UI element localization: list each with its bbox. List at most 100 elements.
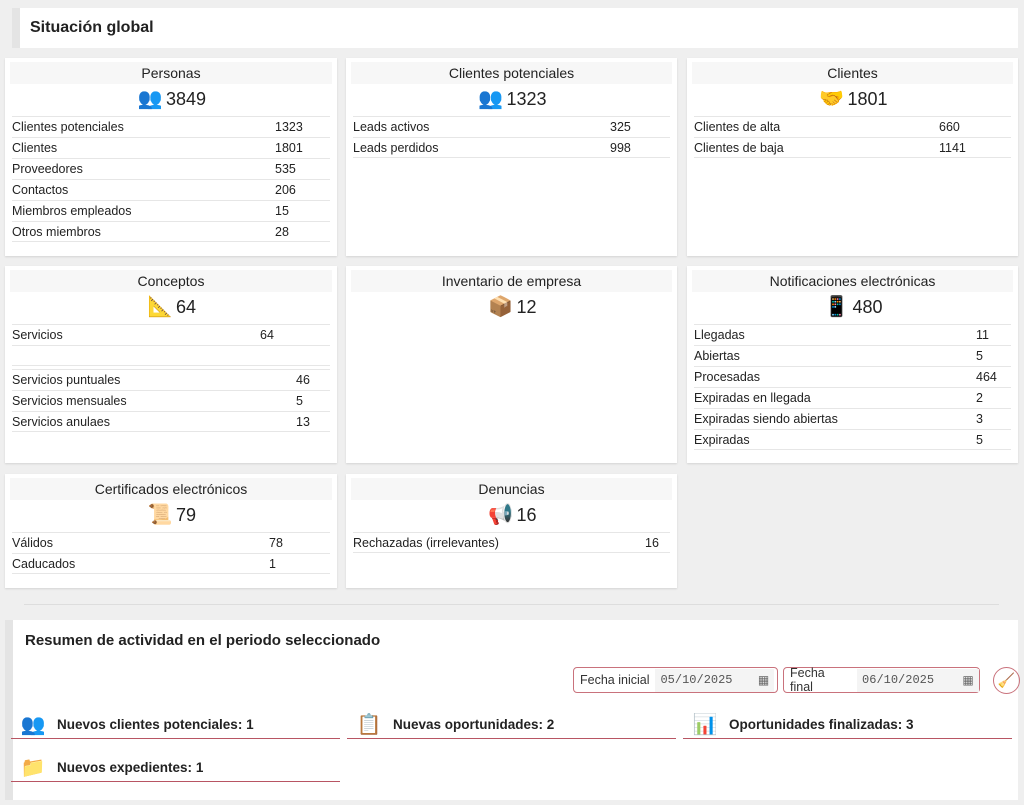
card-inventario: Inventario de empresa 📦 12 <box>346 266 677 463</box>
activity-label: Oportunidades finalizadas: <box>729 717 903 732</box>
table-row: Miembros empleados 15 <box>12 200 330 221</box>
handshake-icon: 🤝 <box>819 88 844 110</box>
activity-panel: Resumen de actividad en el periodo selec… <box>5 620 1020 800</box>
activity-item: 👥 Nuevos clientes potenciales: 1 <box>11 711 340 739</box>
card-count: 3849 <box>165 88 207 109</box>
card-title: Inventario de empresa <box>351 270 672 292</box>
activity-item: 📋 Nuevas oportunidades: 2 <box>347 711 676 739</box>
row-label: Procesadas <box>694 370 761 384</box>
page-title: Situación global <box>30 19 154 36</box>
phone-notification-icon: 📱 <box>824 296 849 318</box>
row-value: 11 <box>976 328 989 342</box>
card-count: 79 <box>175 504 197 525</box>
row-label: Miembros empleados <box>12 204 132 218</box>
row-label: Expiradas siendo abiertas <box>694 412 838 426</box>
table-row <box>12 345 330 366</box>
activity-value: 1 <box>195 760 204 775</box>
card-title: Notificaciones electrónicas <box>692 270 1013 292</box>
end-date-field[interactable]: Fecha final ▦ <box>783 666 980 694</box>
row-label: Expiradas <box>694 433 750 447</box>
calendar-icon[interactable]: ▦ <box>957 668 979 692</box>
row-label: Caducados <box>12 557 76 571</box>
row-label: Clientes de baja <box>694 141 784 155</box>
card-denuncias: Denuncias 📢 16 Rechazadas (irrelevantes) 16 <box>346 474 677 588</box>
row-value: 1323 <box>275 120 303 134</box>
row-label: Clientes <box>12 141 58 155</box>
card-count: 1323 <box>506 88 547 109</box>
card-count: 16 <box>516 504 537 525</box>
bar-chart-icon: 📊 <box>692 713 718 736</box>
row-label: Servicios mensuales <box>12 394 127 408</box>
card-title: Certificados electrónicos <box>10 478 332 500</box>
table-row: Clientes 1801 <box>12 137 330 158</box>
table-row: Servicios 64 <box>12 324 330 345</box>
broom-icon: 🧹 <box>997 672 1016 688</box>
table-row: Proveedores 535 <box>12 158 330 179</box>
table-row: Abiertas 5 <box>694 345 1011 366</box>
table-row: Servicios anulaes 13 <box>12 411 330 432</box>
row-label: Abiertas <box>694 349 740 363</box>
table-row: Caducados 1 <box>12 553 330 574</box>
card-certificados: Certificados electrónicos 📜 79 Válidos 78 Ca… <box>5 474 337 588</box>
box-icon: 📦 <box>488 296 513 318</box>
card-count: 1801 <box>847 88 888 109</box>
card-title: Personas <box>10 62 332 84</box>
activity-title: Resumen de actividad en el periodo selec… <box>25 632 381 649</box>
card-clientes: Clientes 🤝 1801 Clientes de alta 660 Cliente… <box>687 58 1018 256</box>
card-title: Clientes potenciales <box>351 62 672 84</box>
row-value: 1 <box>269 557 276 571</box>
table-row: Clientes potenciales 1323 <box>12 116 330 137</box>
row-label: Válidos <box>12 536 53 550</box>
card-count: 12 <box>516 296 537 317</box>
row-value: 5 <box>296 394 303 408</box>
table-row: Procesadas 464 <box>694 366 1011 387</box>
whistle-icon: 📢 <box>488 504 513 526</box>
row-value: 3 <box>976 412 983 426</box>
start-date-field[interactable]: Fecha inicial ▦ <box>573 667 778 693</box>
people-icon: 👥 <box>20 713 46 736</box>
row-label: Rechazadas (irrelevantes) <box>353 536 499 550</box>
certificate-icon: 📜 <box>147 504 173 526</box>
row-label: Llegadas <box>694 328 745 342</box>
activity-item: 📁 Nuevos expedientes: 1 <box>11 754 340 782</box>
row-value: 46 <box>296 373 310 387</box>
row-label: Otros miembros <box>12 225 101 239</box>
calendar-icon[interactable]: ▦ <box>752 668 775 692</box>
table-row: Clientes de alta 660 <box>694 116 1011 137</box>
row-value: 2 <box>976 391 983 405</box>
row-value: 998 <box>610 141 631 155</box>
row-value: 5 <box>976 349 983 363</box>
row-value: 13 <box>296 415 310 429</box>
row-value: 78 <box>269 536 283 550</box>
row-label: Proveedores <box>12 162 83 176</box>
table-row: Expiradas 5 <box>694 429 1011 450</box>
table-row: Expiradas en llegada 2 <box>694 387 1011 408</box>
table-row: Servicios mensuales 5 <box>12 390 330 411</box>
row-value: 1141 <box>939 141 966 155</box>
activity-item: 📊 Oportunidades finalizadas: 3 <box>683 711 1012 739</box>
row-value: 28 <box>275 225 289 239</box>
row-value: 464 <box>976 370 997 384</box>
card-conceptos: Conceptos 📐 64 Servicios 64 Servicios puntua… <box>5 266 337 463</box>
row-value: 5 <box>976 433 983 447</box>
people-icon: 👥 <box>478 88 503 110</box>
table-row: Leads perdidos 998 <box>353 137 670 158</box>
row-label: Clientes potenciales <box>12 120 124 134</box>
global-status-header: Situación global <box>12 8 1018 48</box>
end-date-input[interactable] <box>857 668 958 692</box>
activity-label: Nuevos expedientes: <box>57 760 193 775</box>
row-label: Expiradas en llegada <box>694 391 811 405</box>
card-personas: Personas 👥 3849 Clientes potenciales 1323 Cl… <box>5 58 337 256</box>
activity-value: 3 <box>906 717 914 732</box>
start-date-input[interactable] <box>655 668 753 692</box>
table-row: Leads activos 325 <box>353 116 670 137</box>
table-row: Expiradas siendo abiertas 3 <box>694 408 1011 429</box>
table-row: Servicios puntuales 46 <box>12 369 330 390</box>
row-value: 15 <box>275 204 289 218</box>
card-count: 64 <box>175 296 197 317</box>
clear-filter-button[interactable]: 🧹 <box>993 667 1020 694</box>
card-title: Conceptos <box>10 270 332 292</box>
card-title: Denuncias <box>351 478 672 500</box>
divider <box>24 604 999 605</box>
table-row: Clientes de baja 1141 <box>694 137 1011 158</box>
